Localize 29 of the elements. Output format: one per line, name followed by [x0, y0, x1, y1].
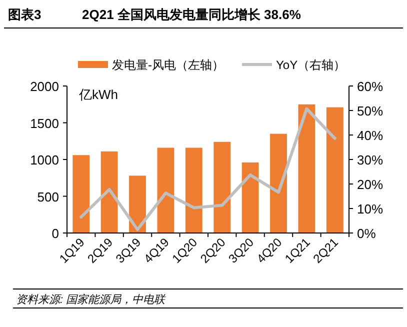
bar [72, 155, 90, 233]
y-axis-title: 亿kWh [78, 87, 118, 102]
chart-subtitle: 2Q21 全国风电发电量同比增长 38.6% [82, 7, 302, 22]
text: 资料来源: 国家能源局，中电联 [16, 293, 166, 306]
y-tick-label: 2000 [30, 79, 59, 94]
y2-tick-label: 30% [357, 152, 384, 168]
y-tick-label: 500 [37, 189, 59, 204]
y2-tick-label: 10% [357, 202, 384, 216]
bar [298, 104, 316, 233]
y2-tick-label: 50% [357, 104, 384, 118]
bar [185, 148, 202, 233]
y-tick-label: 0 [52, 226, 59, 241]
legend-label: 发电量-风电（左轴） [112, 58, 224, 72]
bar [214, 142, 231, 233]
bar [242, 162, 259, 233]
y2-tick-label: 0% [357, 226, 376, 241]
line-series [80, 107, 336, 232]
chart-title: 图表3 [8, 7, 42, 22]
bar [129, 176, 146, 233]
legend-label: YoY（右轴） [276, 58, 346, 72]
bar [270, 134, 287, 233]
y-tick-label: 1000 [30, 152, 59, 168]
bar [157, 148, 174, 233]
y2-tick-label: 60% [357, 79, 384, 94]
bar [326, 107, 344, 233]
y2-tick-label: 20% [357, 177, 384, 192]
bar [100, 151, 118, 233]
y2-tick-label: 40% [357, 128, 384, 143]
y-tick-label: 1500 [30, 116, 59, 131]
